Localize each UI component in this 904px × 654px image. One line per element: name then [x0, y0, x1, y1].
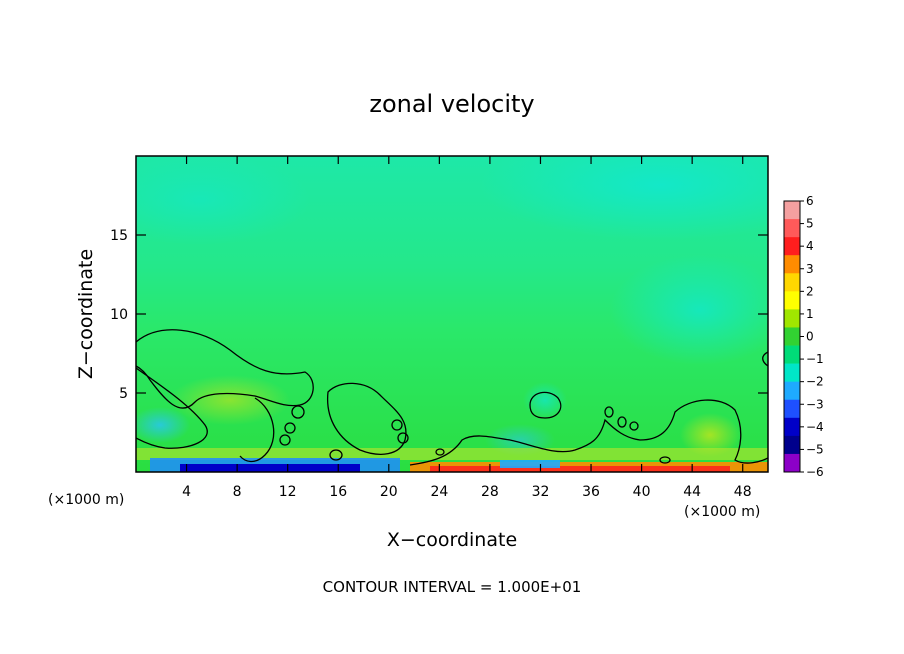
contour-loop-8	[617, 416, 627, 428]
colorbar-swatch	[784, 309, 800, 328]
contour-loop-1	[291, 405, 305, 419]
x-tick-label: 12	[279, 484, 297, 500]
contour-loop-7	[604, 406, 614, 418]
colorbar-swatch	[784, 381, 800, 401]
colorbar-swatch	[784, 327, 800, 346]
colorbar-label: −5	[806, 442, 824, 456]
colorbar-label: −2	[806, 375, 824, 389]
colorbar-swatch	[784, 435, 800, 455]
colorbar-label: −4	[806, 420, 824, 434]
colorbar-label: 2	[806, 284, 814, 298]
colorbar: 6 5 4 3 2 1 0 −1 −2 −3 −4 −5 −6	[783, 194, 824, 479]
x-tick-label: 4	[182, 484, 191, 500]
cyan-region-upper-right	[480, 156, 768, 240]
contours	[136, 329, 768, 466]
contour-loop-3	[279, 434, 291, 446]
colorbar-swatch	[784, 219, 800, 238]
x-tick-label: 24	[430, 484, 448, 500]
colorbar-label: −1	[806, 352, 824, 366]
surface-layer-red-right	[430, 466, 730, 472]
colorbar-label: 4	[806, 239, 814, 253]
chart-title: zonal velocity	[369, 90, 534, 118]
surface-layer-blue-mid	[500, 460, 560, 468]
contour-mid-left	[326, 382, 407, 455]
contour-small-low-1	[435, 448, 445, 456]
x-tick-label: 20	[380, 484, 398, 500]
x-tick-label: 48	[734, 484, 752, 500]
contour-loop-4	[391, 419, 403, 431]
contour-left-upper	[136, 329, 314, 409]
x-tick-label: 16	[329, 484, 347, 500]
colorbar-label: 1	[806, 307, 814, 321]
x-tick-label: 32	[532, 484, 550, 500]
colorbar-swatch	[784, 417, 800, 437]
cyan-core-center	[523, 382, 567, 418]
plot-area	[136, 156, 768, 472]
contour-center-blob	[529, 391, 562, 419]
cyan-region-right	[610, 255, 768, 365]
x-axis-label: X−coordinate	[387, 529, 517, 551]
x-tick-label: 8	[233, 484, 242, 500]
y-axis-label: Z−coordinate	[75, 249, 97, 379]
blue-core-left	[136, 407, 190, 443]
y-tick-label: 10	[110, 307, 128, 323]
surface-layer-yellow	[136, 448, 768, 460]
y-tick-label: 5	[119, 386, 128, 402]
contour-loop-6	[329, 449, 343, 461]
contour-left-tail	[239, 397, 275, 463]
colorbar-swatch	[784, 201, 800, 220]
colorbar-label: 5	[806, 217, 814, 231]
yellow-core-right	[680, 413, 740, 457]
contour-small-low-2	[659, 456, 671, 464]
colorbar-swatch	[784, 399, 800, 419]
contour-loop-9	[629, 421, 639, 431]
yellow-core-left	[170, 375, 290, 425]
colorbar-swatch	[784, 273, 800, 292]
x-tick-label: 28	[481, 484, 499, 500]
colorbar-swatch	[784, 363, 800, 382]
x-tick-label: 44	[683, 484, 701, 500]
contour-left-lower	[136, 367, 208, 449]
colorbar-label: 6	[806, 194, 814, 208]
colorbar-swatch	[784, 237, 800, 256]
colorbar-swatch	[784, 255, 800, 274]
colorbar-label: −3	[806, 397, 824, 411]
y-tick-label: 15	[110, 228, 128, 244]
surface-layer-deepblue-left	[180, 464, 360, 472]
contour-loop-2	[284, 422, 296, 434]
colorbar-label: 0	[806, 330, 814, 344]
x-axis-ticks: 4 8 12 16 20 24 28 32 36 40 44 48	[182, 156, 752, 500]
cyan-region-upper-left	[136, 156, 310, 245]
colorbar-label: 3	[806, 262, 814, 276]
x-units-left: (×1000 m)	[48, 492, 124, 508]
x-tick-label: 36	[582, 484, 600, 500]
x-tick-label: 40	[633, 484, 651, 500]
contour-right-edge	[762, 351, 768, 367]
y-axis-ticks: 5 10 15	[110, 228, 768, 402]
colorbar-swatch	[784, 345, 800, 364]
colorbar-swatch	[784, 453, 800, 473]
x-units-right: (×1000 m)	[684, 504, 760, 520]
colorbar-label: −6	[806, 465, 824, 479]
colorbar-swatch	[784, 291, 800, 310]
contour-interval-note: CONTOUR INTERVAL = 1.000E+01	[323, 578, 582, 596]
contour-bottom-band	[409, 399, 768, 466]
contour-loop-5	[397, 432, 409, 444]
